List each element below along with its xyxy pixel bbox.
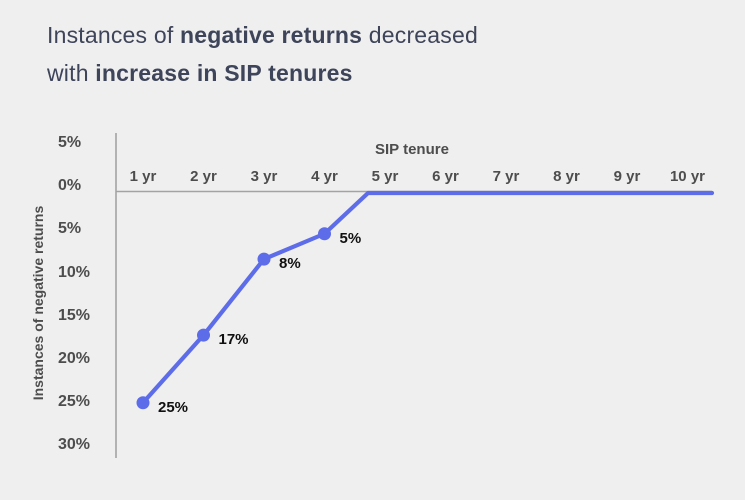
data-point-marker [257, 252, 271, 266]
y-tick-label: 5% [58, 134, 82, 151]
data-point-label: 8% [279, 255, 301, 273]
x-tick-label: 8 yr [553, 168, 580, 185]
title-text-emphasis: negative returns [180, 22, 363, 48]
x-tick-label: 9 yr [613, 168, 641, 185]
x-tick-label: 7 yr [492, 168, 520, 185]
title-text: with [47, 60, 96, 86]
x-tick-label: 10 yr [669, 168, 706, 185]
data-point-marker [318, 227, 331, 241]
data-point-label: 17% [218, 331, 249, 349]
chart-title-line-2: with increase in SIP tenures [47, 54, 478, 92]
y-tick-label: 0% [58, 177, 82, 195]
x-axis-title: SIP tenure [375, 141, 449, 158]
series-line [140, 190, 715, 405]
title-text: decreased [362, 22, 478, 48]
x-tick-label: 6 yr [432, 168, 459, 185]
y-tick-label: 15% [58, 306, 91, 324]
y-tick-label: 25% [58, 393, 91, 411]
data-point-marker [197, 328, 210, 342]
x-tick-label: 1 yr [129, 168, 157, 185]
chart-title-line-1: Instances of negative returns decreased [47, 16, 478, 54]
title-text-emphasis: increase in SIP tenures [95, 60, 353, 86]
data-point-label: 5% [339, 229, 362, 247]
x-tick-label: 5 yr [371, 168, 399, 185]
x-tick-label: 3 yr [250, 168, 278, 185]
y-tick-label: 20% [58, 350, 91, 367]
y-tick-label: 5% [58, 220, 82, 238]
data-point-marker [136, 396, 150, 410]
y-tick-label: 10% [58, 263, 91, 281]
x-tick-label: 2 yr [190, 168, 217, 185]
x-tick-label: 4 yr [311, 168, 338, 185]
title-text: Instances of [47, 22, 181, 48]
chart-title: Instances of negative returns decreased … [47, 16, 478, 92]
y-tick-label: 30% [58, 436, 91, 454]
data-point-label: 25% [158, 398, 189, 416]
